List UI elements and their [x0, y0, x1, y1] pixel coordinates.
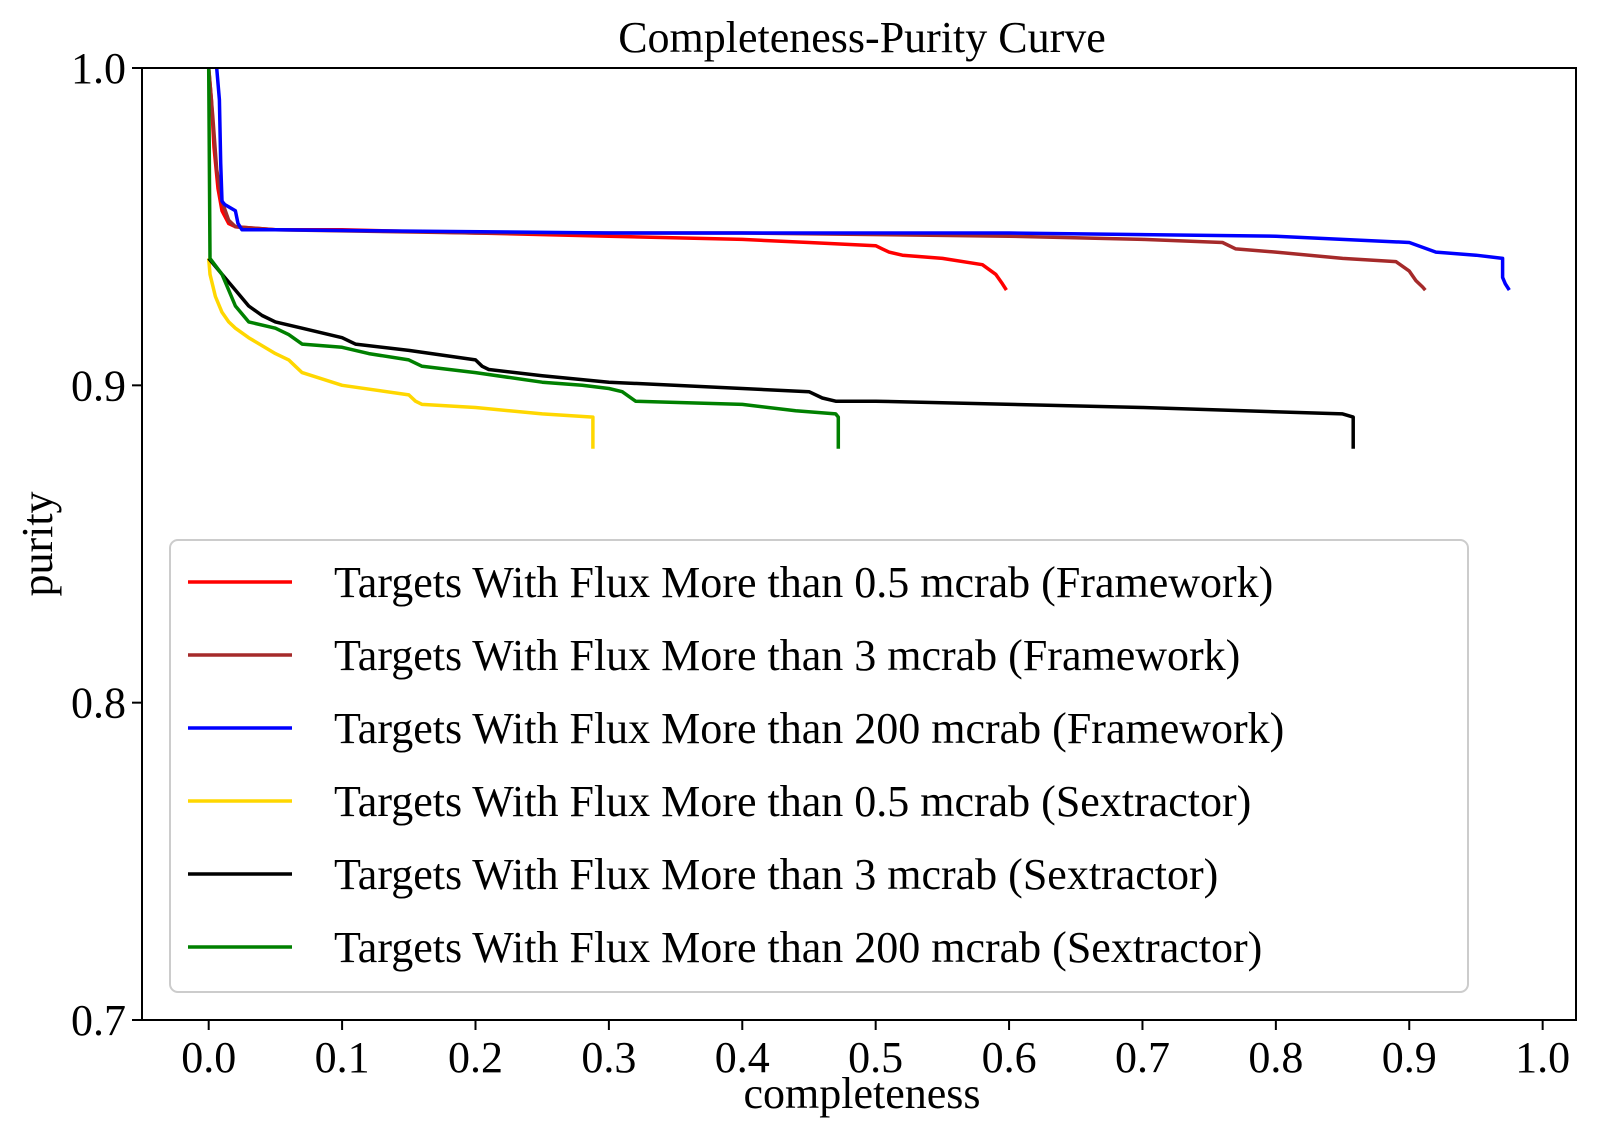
y-tick-label: 0.9 [71, 361, 126, 410]
x-tick-label: 0.6 [982, 1033, 1037, 1082]
legend-label-2: Targets With Flux More than 3 mcrab (Fra… [334, 631, 1240, 680]
series-line-4 [209, 258, 593, 448]
series-line-5 [209, 258, 1354, 448]
y-axis-label: purity [13, 491, 62, 596]
completeness-purity-chart: Completeness-Purity Curve 0.0 0.1 0.2 0.3 0.… [0, 0, 1600, 1132]
legend-label-5: Targets With Flux More than 3 mcrab (Sex… [334, 850, 1218, 899]
x-tick-label: 0.0 [181, 1033, 236, 1082]
series-line-1 [209, 68, 1007, 290]
series-lines [209, 68, 1510, 449]
x-tick-label: 0.3 [581, 1033, 636, 1082]
y-tick-label: 1.0 [71, 44, 126, 93]
x-tick-label: 0.9 [1382, 1033, 1437, 1082]
x-tick-label: 0.2 [448, 1033, 503, 1082]
legend-label-3: Targets With Flux More than 200 mcrab (F… [334, 704, 1284, 753]
x-tick-label: 0.8 [1248, 1033, 1303, 1082]
x-axis-label: completeness [743, 1069, 980, 1118]
x-tick-label: 0.1 [315, 1033, 370, 1082]
series-line-6 [209, 68, 839, 449]
legend-label-4: Targets With Flux More than 0.5 mcrab (S… [334, 777, 1251, 826]
y-axis-ticks: 0.7 0.8 0.9 1.0 [71, 44, 142, 1045]
y-tick-label: 0.7 [71, 996, 126, 1045]
legend-label-6: Targets With Flux More than 200 mcrab (S… [334, 923, 1262, 972]
legend: Targets With Flux More than 0.5 mcrab (F… [170, 540, 1468, 992]
chart-title: Completeness-Purity Curve [618, 13, 1106, 62]
x-tick-label: 1.0 [1515, 1033, 1570, 1082]
series-line-2 [209, 68, 1426, 290]
y-tick-label: 0.8 [71, 679, 126, 728]
legend-label-1: Targets With Flux More than 0.5 mcrab (F… [334, 558, 1273, 607]
x-tick-label: 0.7 [1115, 1033, 1170, 1082]
